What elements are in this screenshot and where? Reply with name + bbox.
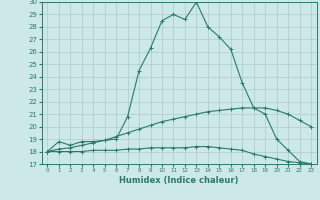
X-axis label: Humidex (Indice chaleur): Humidex (Indice chaleur) — [119, 176, 239, 185]
